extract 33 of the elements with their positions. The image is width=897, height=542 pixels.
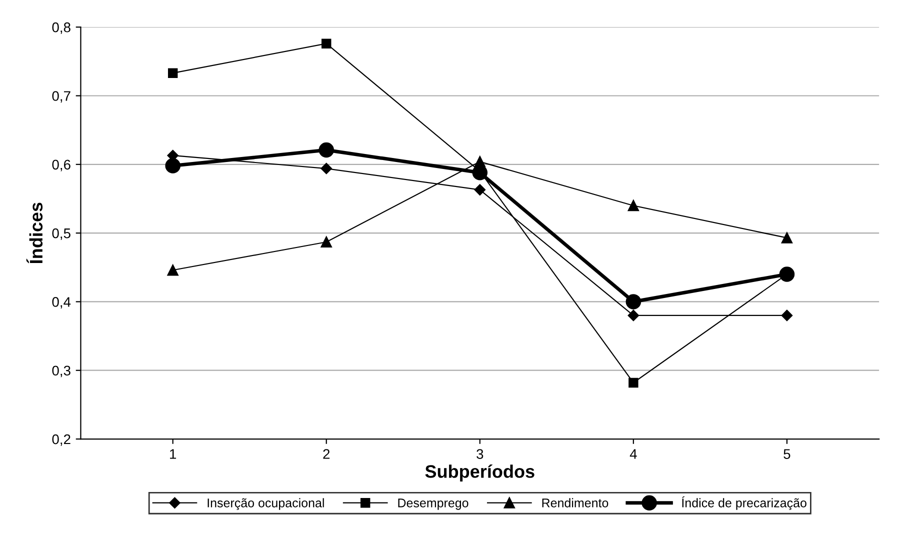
point xyxy=(628,378,638,388)
point xyxy=(320,236,332,248)
x-tick-label: 1 xyxy=(170,449,176,459)
point xyxy=(322,38,332,48)
y-tick-label: 0,3 xyxy=(52,366,70,378)
y-tick-label: 0,5 xyxy=(52,228,70,240)
point xyxy=(320,162,332,174)
point xyxy=(318,142,334,158)
legend-label: Inserção ocupacional xyxy=(208,498,324,510)
y-tick-label: 0,7 xyxy=(52,91,70,103)
y-tick-label: 0,2 xyxy=(52,434,70,446)
x-tick-label: 4 xyxy=(630,449,637,459)
x-tick-label: 3 xyxy=(476,449,484,459)
point xyxy=(472,165,488,180)
point xyxy=(167,264,178,276)
legend-label: Índice de precarização xyxy=(682,496,806,510)
point xyxy=(165,158,180,174)
legend-label: Desemprego xyxy=(398,498,468,510)
y-tick-label: 0,4 xyxy=(52,297,71,309)
y-tick-label: 0,8 xyxy=(52,22,70,34)
x-tick-label: 2 xyxy=(323,449,330,459)
y-tick-label: 0,6 xyxy=(52,160,70,172)
x-tick-label: 5 xyxy=(784,449,790,459)
point xyxy=(628,200,639,212)
x-axis-title: Subperíodos xyxy=(425,464,534,482)
point xyxy=(628,310,640,322)
point xyxy=(781,310,793,322)
point xyxy=(626,294,642,310)
legend-label: Rendimento xyxy=(542,498,608,508)
y-axis-title: Índices xyxy=(26,202,43,264)
point xyxy=(168,68,178,78)
point xyxy=(781,232,792,244)
point xyxy=(474,184,486,196)
